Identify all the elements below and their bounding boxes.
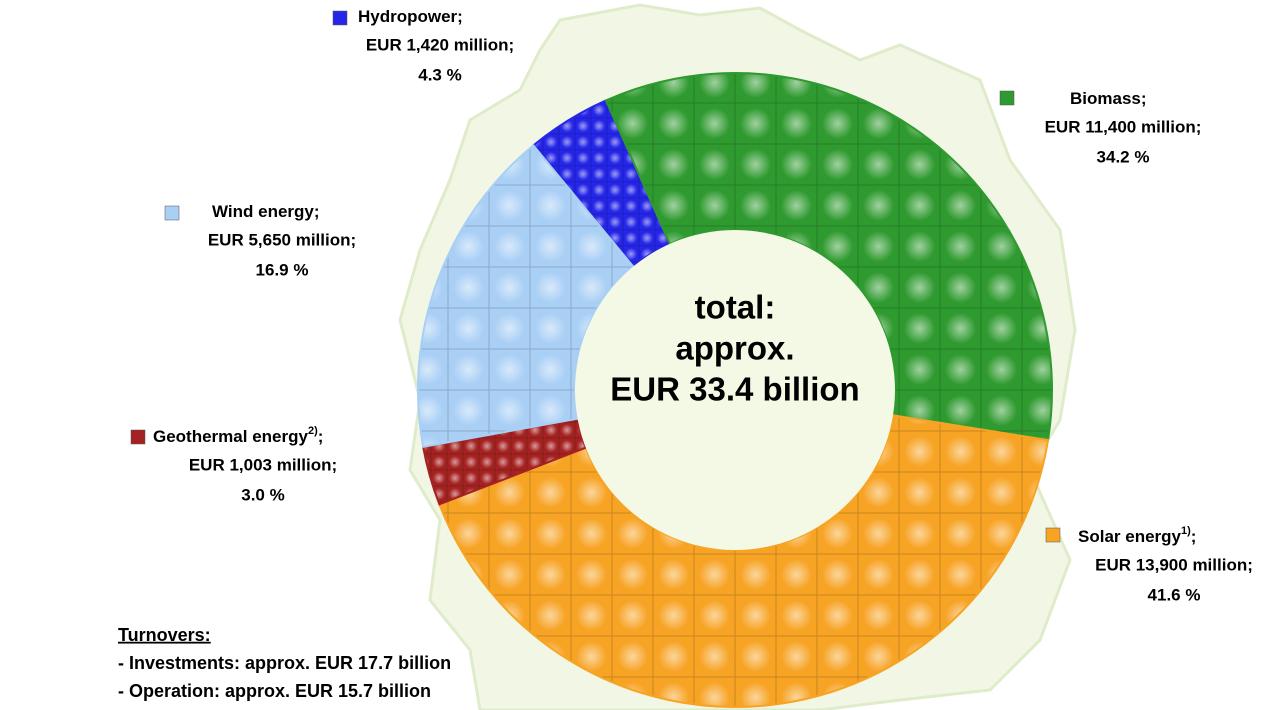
footnote-mark: 1) [1181, 525, 1191, 537]
amount-label: EUR 1,420 million; [366, 35, 514, 54]
notes-line: - Investments: approx. EUR 17.7 billion [118, 653, 451, 673]
category-label: Solar energy [1078, 527, 1182, 546]
value-label: 4.3 % [418, 65, 461, 84]
legend-swatch [164, 205, 180, 221]
slice-name: Hydropower; [358, 7, 463, 26]
value-label: 41.6 % [1148, 585, 1201, 604]
slice-name: Geothermal energy2); [153, 425, 323, 447]
legend-swatch [999, 90, 1015, 106]
slice-name: Biomass; [1070, 89, 1147, 108]
center-text: total: [695, 289, 776, 326]
slice-name: Solar energy1); [1078, 525, 1196, 547]
amount-label: EUR 1,003 million; [189, 455, 337, 474]
category-label: Geothermal energy [153, 427, 308, 446]
legend-swatch [1045, 527, 1061, 543]
category-label: Biomass; [1070, 89, 1147, 108]
amount-label: EUR 11,400 million; [1045, 117, 1202, 136]
slice-name: Wind energy; [212, 202, 320, 221]
legend-swatch [130, 429, 146, 445]
footnote-mark: 2) [308, 425, 318, 437]
amount-label: EUR 5,650 million; [208, 230, 356, 249]
amount-label: EUR 13,900 million; [1095, 555, 1253, 574]
footnote-suffix: ; [318, 427, 324, 446]
footnote-suffix: ; [1191, 527, 1197, 546]
center-text: EUR 33.4 billion [610, 371, 859, 408]
category-label: Wind energy; [212, 202, 320, 221]
value-label: 16.9 % [256, 260, 309, 279]
notes-line: - Operation: approx. EUR 15.7 billion [118, 681, 431, 701]
value-label: 34.2 % [1097, 147, 1150, 166]
center-text: approx. [675, 330, 794, 367]
value-label: 3.0 % [241, 485, 284, 504]
notes-title: Turnovers: [118, 625, 211, 645]
category-label: Hydropower; [358, 7, 463, 26]
donut-hole [575, 230, 895, 550]
legend-swatch [332, 10, 348, 26]
